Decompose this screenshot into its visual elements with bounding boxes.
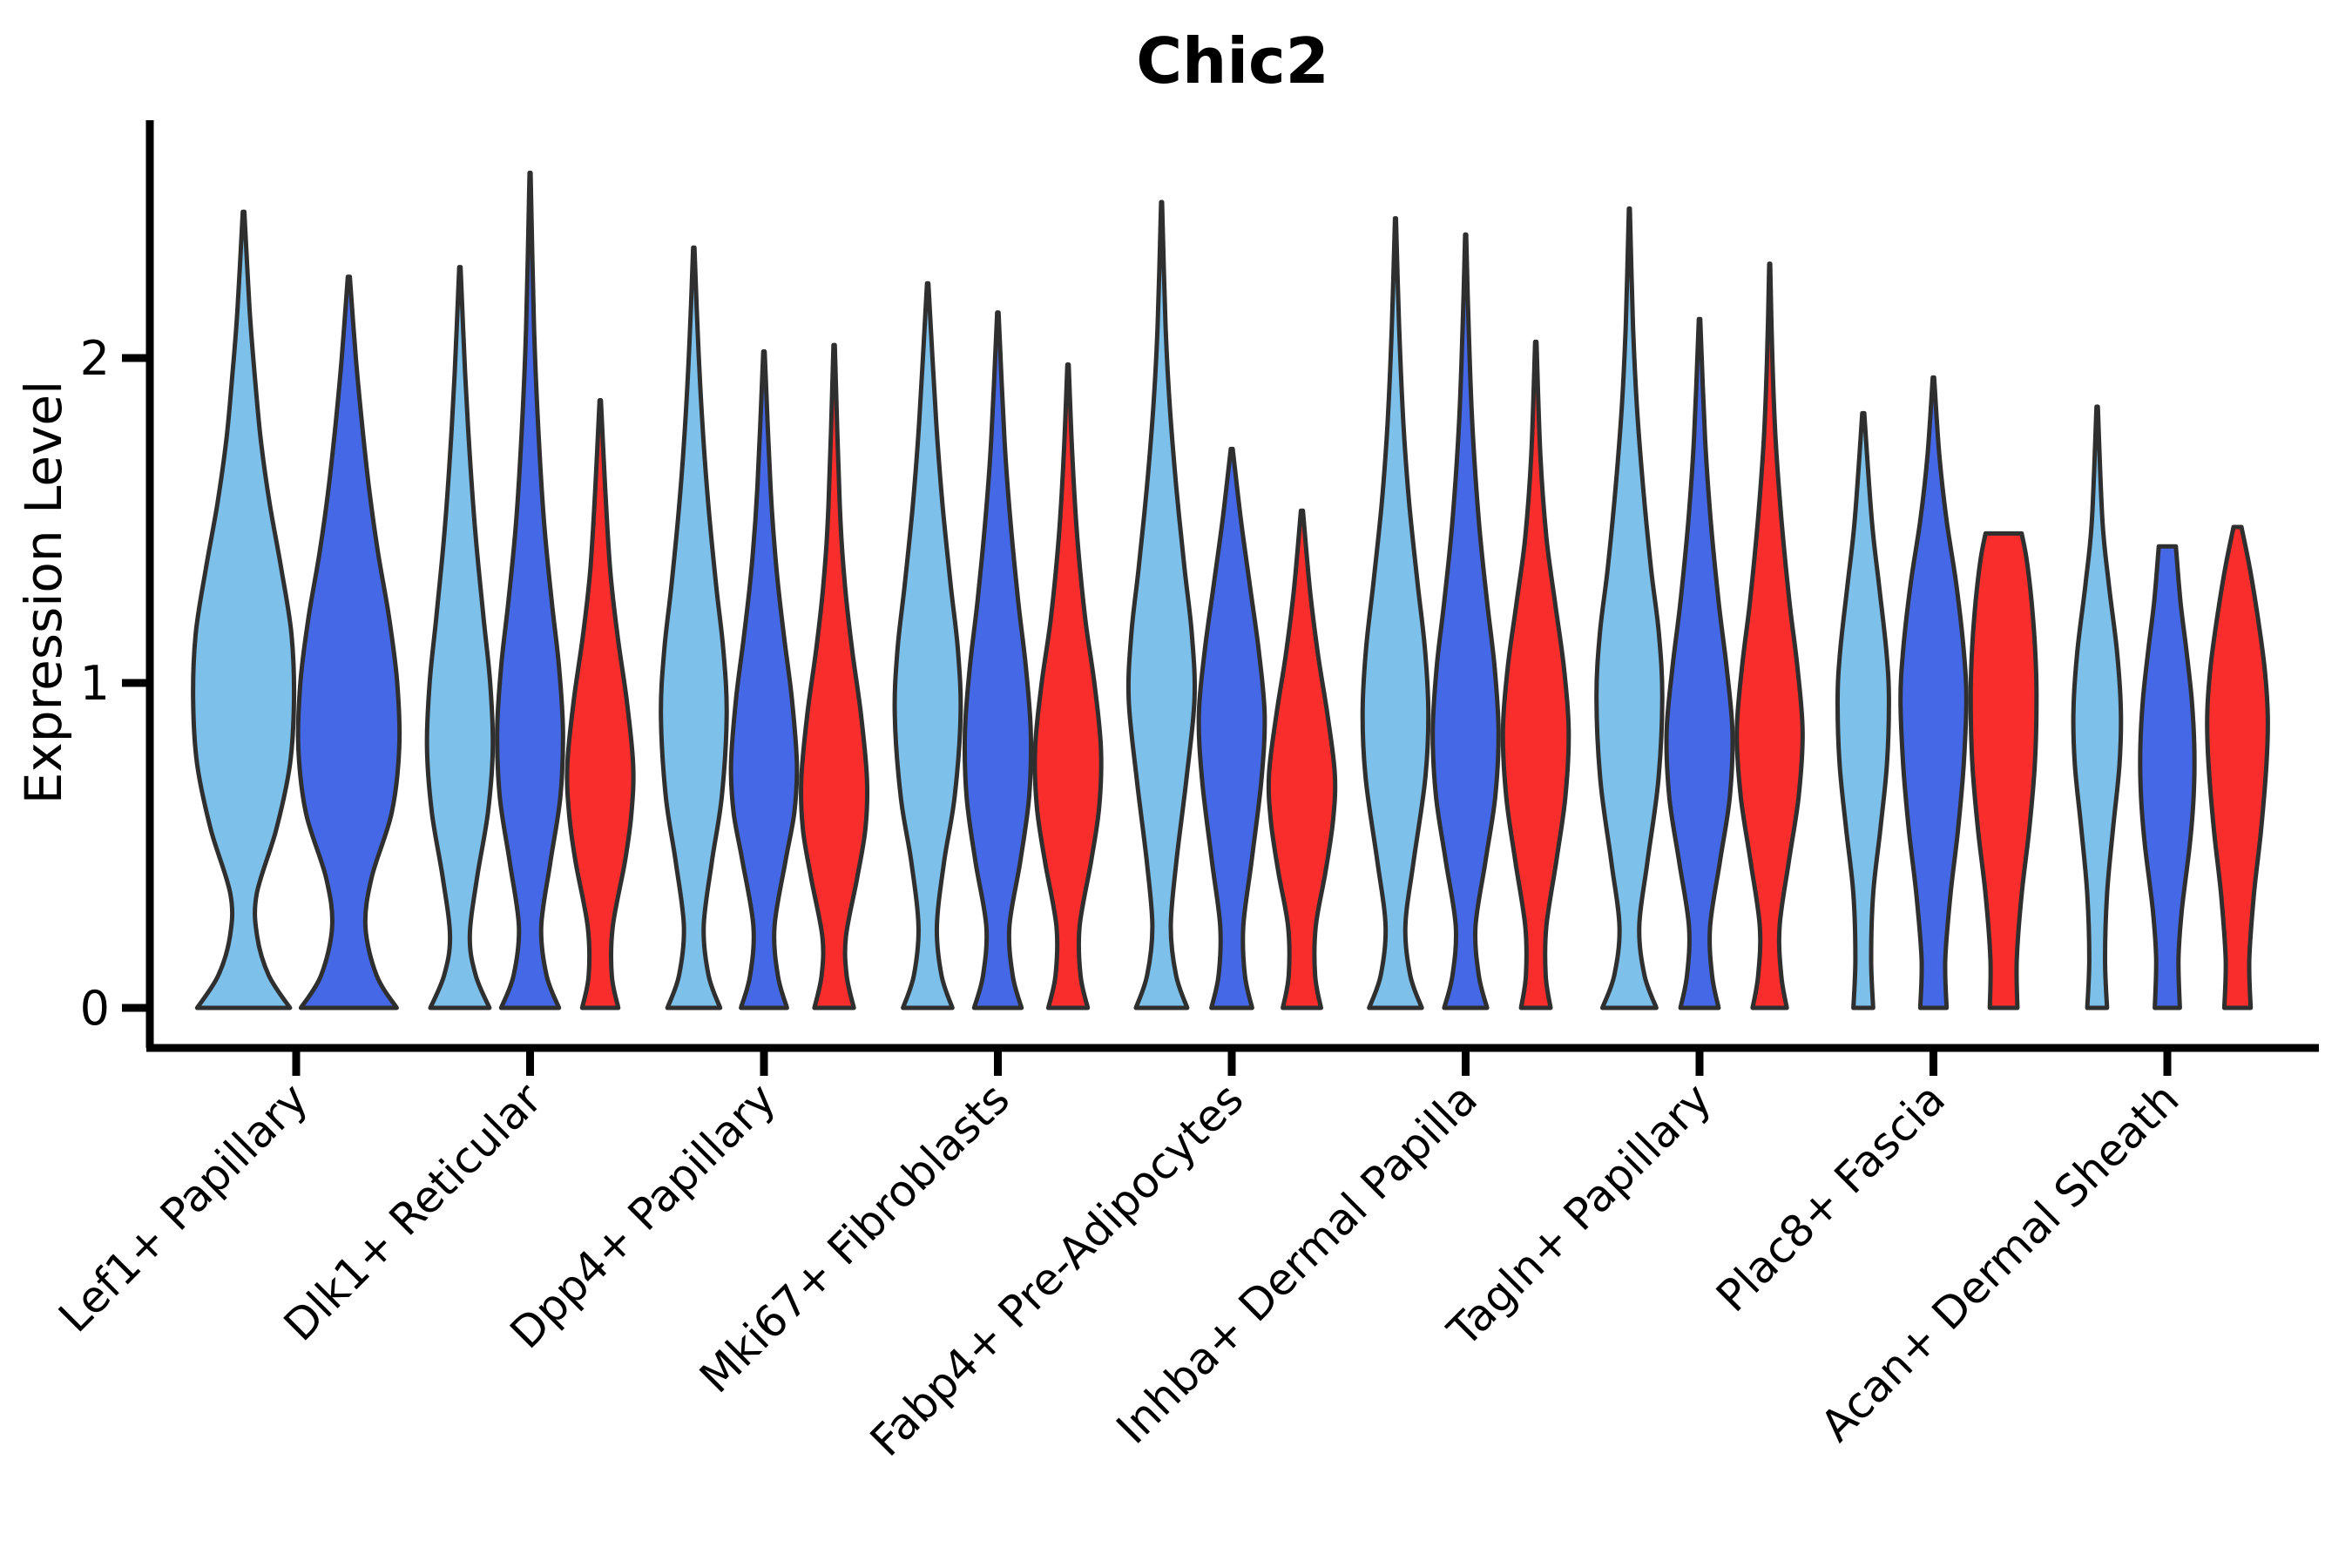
violin-inhba-royal-blue xyxy=(1430,232,1501,1010)
violin-fabp4-light-blue xyxy=(1125,199,1197,1010)
x-tick-label: Fabp4+ Pre-Adipocytes xyxy=(861,1073,1254,1466)
violin-tagln-light-blue xyxy=(1594,206,1665,1010)
plot-area xyxy=(191,170,2270,1010)
violin-fabp4-royal-blue xyxy=(1196,446,1267,1010)
x-tick-label: Lef1+ Papillary xyxy=(49,1073,317,1342)
violin-lef1-light-blue xyxy=(191,209,297,1010)
violin-inhba-light-blue xyxy=(1360,216,1431,1010)
violin-fabp4-red xyxy=(1266,508,1338,1010)
violin-dlk1-red xyxy=(564,398,636,1010)
x-tick-label: Dlk1+ Reticular xyxy=(274,1073,551,1350)
y-ticks: 0 1 2 xyxy=(80,331,150,1036)
violin-lef1-royal-blue xyxy=(295,274,402,1010)
violin-acan-light-blue xyxy=(2071,404,2124,1010)
violin-inhba-red xyxy=(1500,339,1571,1010)
violin-tagln-royal-blue xyxy=(1664,316,1735,1010)
y-tick-label: 1 xyxy=(80,656,110,711)
y-axis-label: Expression Level xyxy=(14,381,73,804)
violin-mki67-red xyxy=(1032,362,1104,1010)
violin-mki67-royal-blue xyxy=(962,310,1034,1010)
y-tick-label: 2 xyxy=(80,331,110,386)
y-tick-label: 0 xyxy=(80,981,110,1036)
chart-title: Chic2 xyxy=(1136,24,1329,98)
violin-dpp4-royal-blue xyxy=(728,349,800,1010)
violin-plac8-royal-blue xyxy=(1898,375,1969,1010)
violin-dpp4-light-blue xyxy=(659,245,729,1010)
violin-dpp4-red xyxy=(798,342,870,1010)
violin-dlk1-royal-blue xyxy=(495,170,565,1010)
x-ticks xyxy=(292,1048,2172,1076)
violin-tagln-red xyxy=(1734,261,1805,1010)
violin-plac8-red xyxy=(1968,531,2039,1010)
violin-acan-red xyxy=(2205,524,2270,1010)
x-tick-label: Plac8+ Fascia xyxy=(1707,1073,1955,1321)
violin-acan-royal-blue xyxy=(2138,544,2197,1010)
violin-mki67-light-blue xyxy=(892,280,963,1010)
violin-dlk1-light-blue xyxy=(424,265,496,1010)
violin-plac8-light-blue xyxy=(1835,410,1891,1010)
